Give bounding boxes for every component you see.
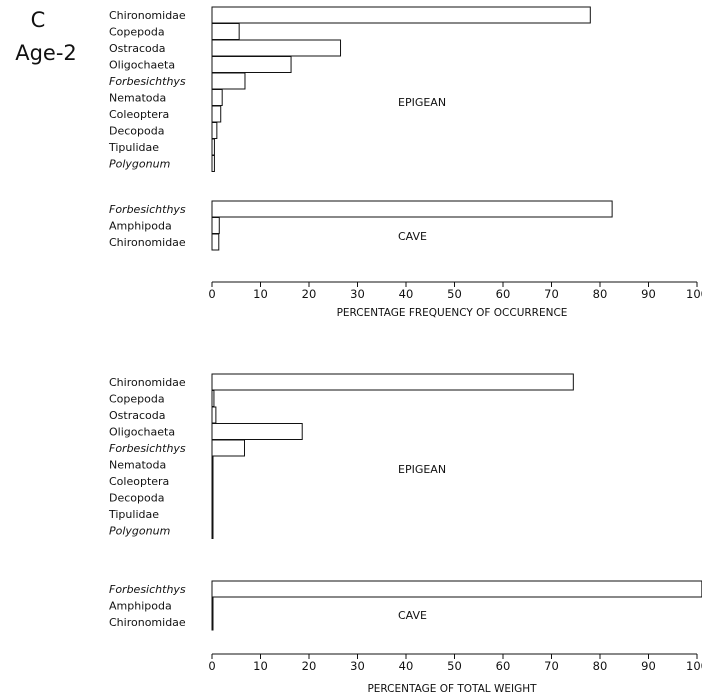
group-label-epigean: EPIGEAN xyxy=(398,96,446,109)
category-label: Oligochaeta xyxy=(109,426,175,439)
bar-1-epigean-tipulidae xyxy=(211,138,215,156)
category-label: Amphipoda xyxy=(109,600,172,613)
x-tick-label: 30 xyxy=(350,659,365,673)
x-tick-label: 100 xyxy=(686,659,702,673)
bar-1-epigean-polygonum xyxy=(211,155,215,172)
x-tick-label: 30 xyxy=(350,287,365,301)
bar-1-epigean-ostracoda xyxy=(211,39,342,57)
bar-1-cave-forbesichthys xyxy=(211,200,613,218)
x-tick-label: 20 xyxy=(302,659,317,673)
category-label: Decopoda xyxy=(109,492,164,505)
bar-2-cave-forbesichthys xyxy=(211,580,702,598)
category-label: Ostracoda xyxy=(109,409,165,422)
x-tick-label: 100 xyxy=(686,287,702,301)
category-label: Ostracoda xyxy=(109,42,165,55)
bar-2-epigean-copepoda xyxy=(211,390,215,407)
bar-2-epigean-ostracoda xyxy=(211,406,217,424)
bar-1-epigean-forbesichthys xyxy=(211,72,246,90)
bar-2-cave-chironomidae xyxy=(211,613,214,631)
bar-2-epigean-decopoda xyxy=(211,489,214,506)
bar-2-epigean-forbesichthys xyxy=(211,439,245,457)
category-label: Forbesichthys xyxy=(109,75,186,88)
category-label: Decopoda xyxy=(109,125,164,138)
x-tick-label: 10 xyxy=(253,287,268,301)
category-label: Tipulidae xyxy=(108,508,159,521)
x-tick-label: 70 xyxy=(544,287,559,301)
bar-2-epigean-chironomidae xyxy=(211,373,574,391)
category-label: Polygonum xyxy=(109,525,170,538)
category-label: Nematoda xyxy=(109,459,166,472)
x-tick-label: 40 xyxy=(399,287,414,301)
category-label: Chironomidae xyxy=(109,616,186,629)
bar-2-cave-amphipoda xyxy=(211,597,214,614)
bar-2-epigean-polygonum xyxy=(211,522,214,539)
x-tick-label: 70 xyxy=(544,659,559,673)
panel-letter: C xyxy=(31,8,46,32)
bar-1-epigean-chironomidae xyxy=(211,6,591,24)
x-tick-label: 0 xyxy=(208,659,215,673)
category-label: Chironomidae xyxy=(109,376,186,389)
x-tick-label: 20 xyxy=(302,287,317,301)
group-label-epigean: EPIGEAN xyxy=(398,463,446,476)
bar-1-cave-chironomidae xyxy=(211,233,220,251)
bar-2-epigean-nematoda xyxy=(211,456,214,473)
x-tick-label: 80 xyxy=(593,287,608,301)
x-axis-title: PERCENTAGE FREQUENCY OF OCCURRENCE xyxy=(337,307,568,319)
bar-1-epigean-copepoda xyxy=(211,23,240,40)
group-label-cave: CAVE xyxy=(398,609,427,622)
category-label: Coleoptera xyxy=(109,108,169,121)
category-label: Polygonum xyxy=(109,158,170,171)
x-tick-label: 90 xyxy=(641,659,656,673)
bar-2-epigean-coleoptera xyxy=(211,472,214,490)
panel-age-label: Age-2 xyxy=(15,41,77,65)
category-label: Oligochaeta xyxy=(109,59,175,72)
bar-1-epigean-oligochaeta xyxy=(211,56,292,73)
category-label: Copepoda xyxy=(109,393,165,406)
category-label: Copepoda xyxy=(109,26,165,39)
category-label: Chironomidae xyxy=(109,236,186,249)
x-tick-label: 50 xyxy=(447,287,462,301)
category-label: Chironomidae xyxy=(109,9,186,22)
category-label: Forbesichthys xyxy=(109,442,186,455)
bar-1-epigean-coleoptera xyxy=(211,105,222,123)
category-label: Forbesichthys xyxy=(109,203,186,216)
bar-2-epigean-tipulidae xyxy=(211,505,214,523)
x-tick-label: 50 xyxy=(447,659,462,673)
bar-2-epigean-oligochaeta xyxy=(211,423,303,440)
category-label: Amphipoda xyxy=(109,220,172,233)
x-tick-label: 0 xyxy=(208,287,215,301)
bar-1-epigean-nematoda xyxy=(211,89,223,106)
x-axis-title: PERCENTAGE OF TOTAL WEIGHT xyxy=(367,683,537,695)
x-tick-label: 90 xyxy=(641,287,656,301)
x-tick-label: 60 xyxy=(496,659,511,673)
category-label: Nematoda xyxy=(109,92,166,105)
category-label: Forbesichthys xyxy=(109,583,186,596)
category-label: Coleoptera xyxy=(109,475,169,488)
bar-1-epigean-decopoda xyxy=(211,122,218,139)
x-tick-label: 40 xyxy=(399,659,414,673)
x-tick-label: 80 xyxy=(593,659,608,673)
bar-1-cave-amphipoda xyxy=(211,217,220,234)
category-label: Tipulidae xyxy=(108,141,159,154)
group-label-cave: CAVE xyxy=(398,230,427,243)
x-tick-label: 10 xyxy=(253,659,268,673)
x-tick-label: 60 xyxy=(496,287,511,301)
